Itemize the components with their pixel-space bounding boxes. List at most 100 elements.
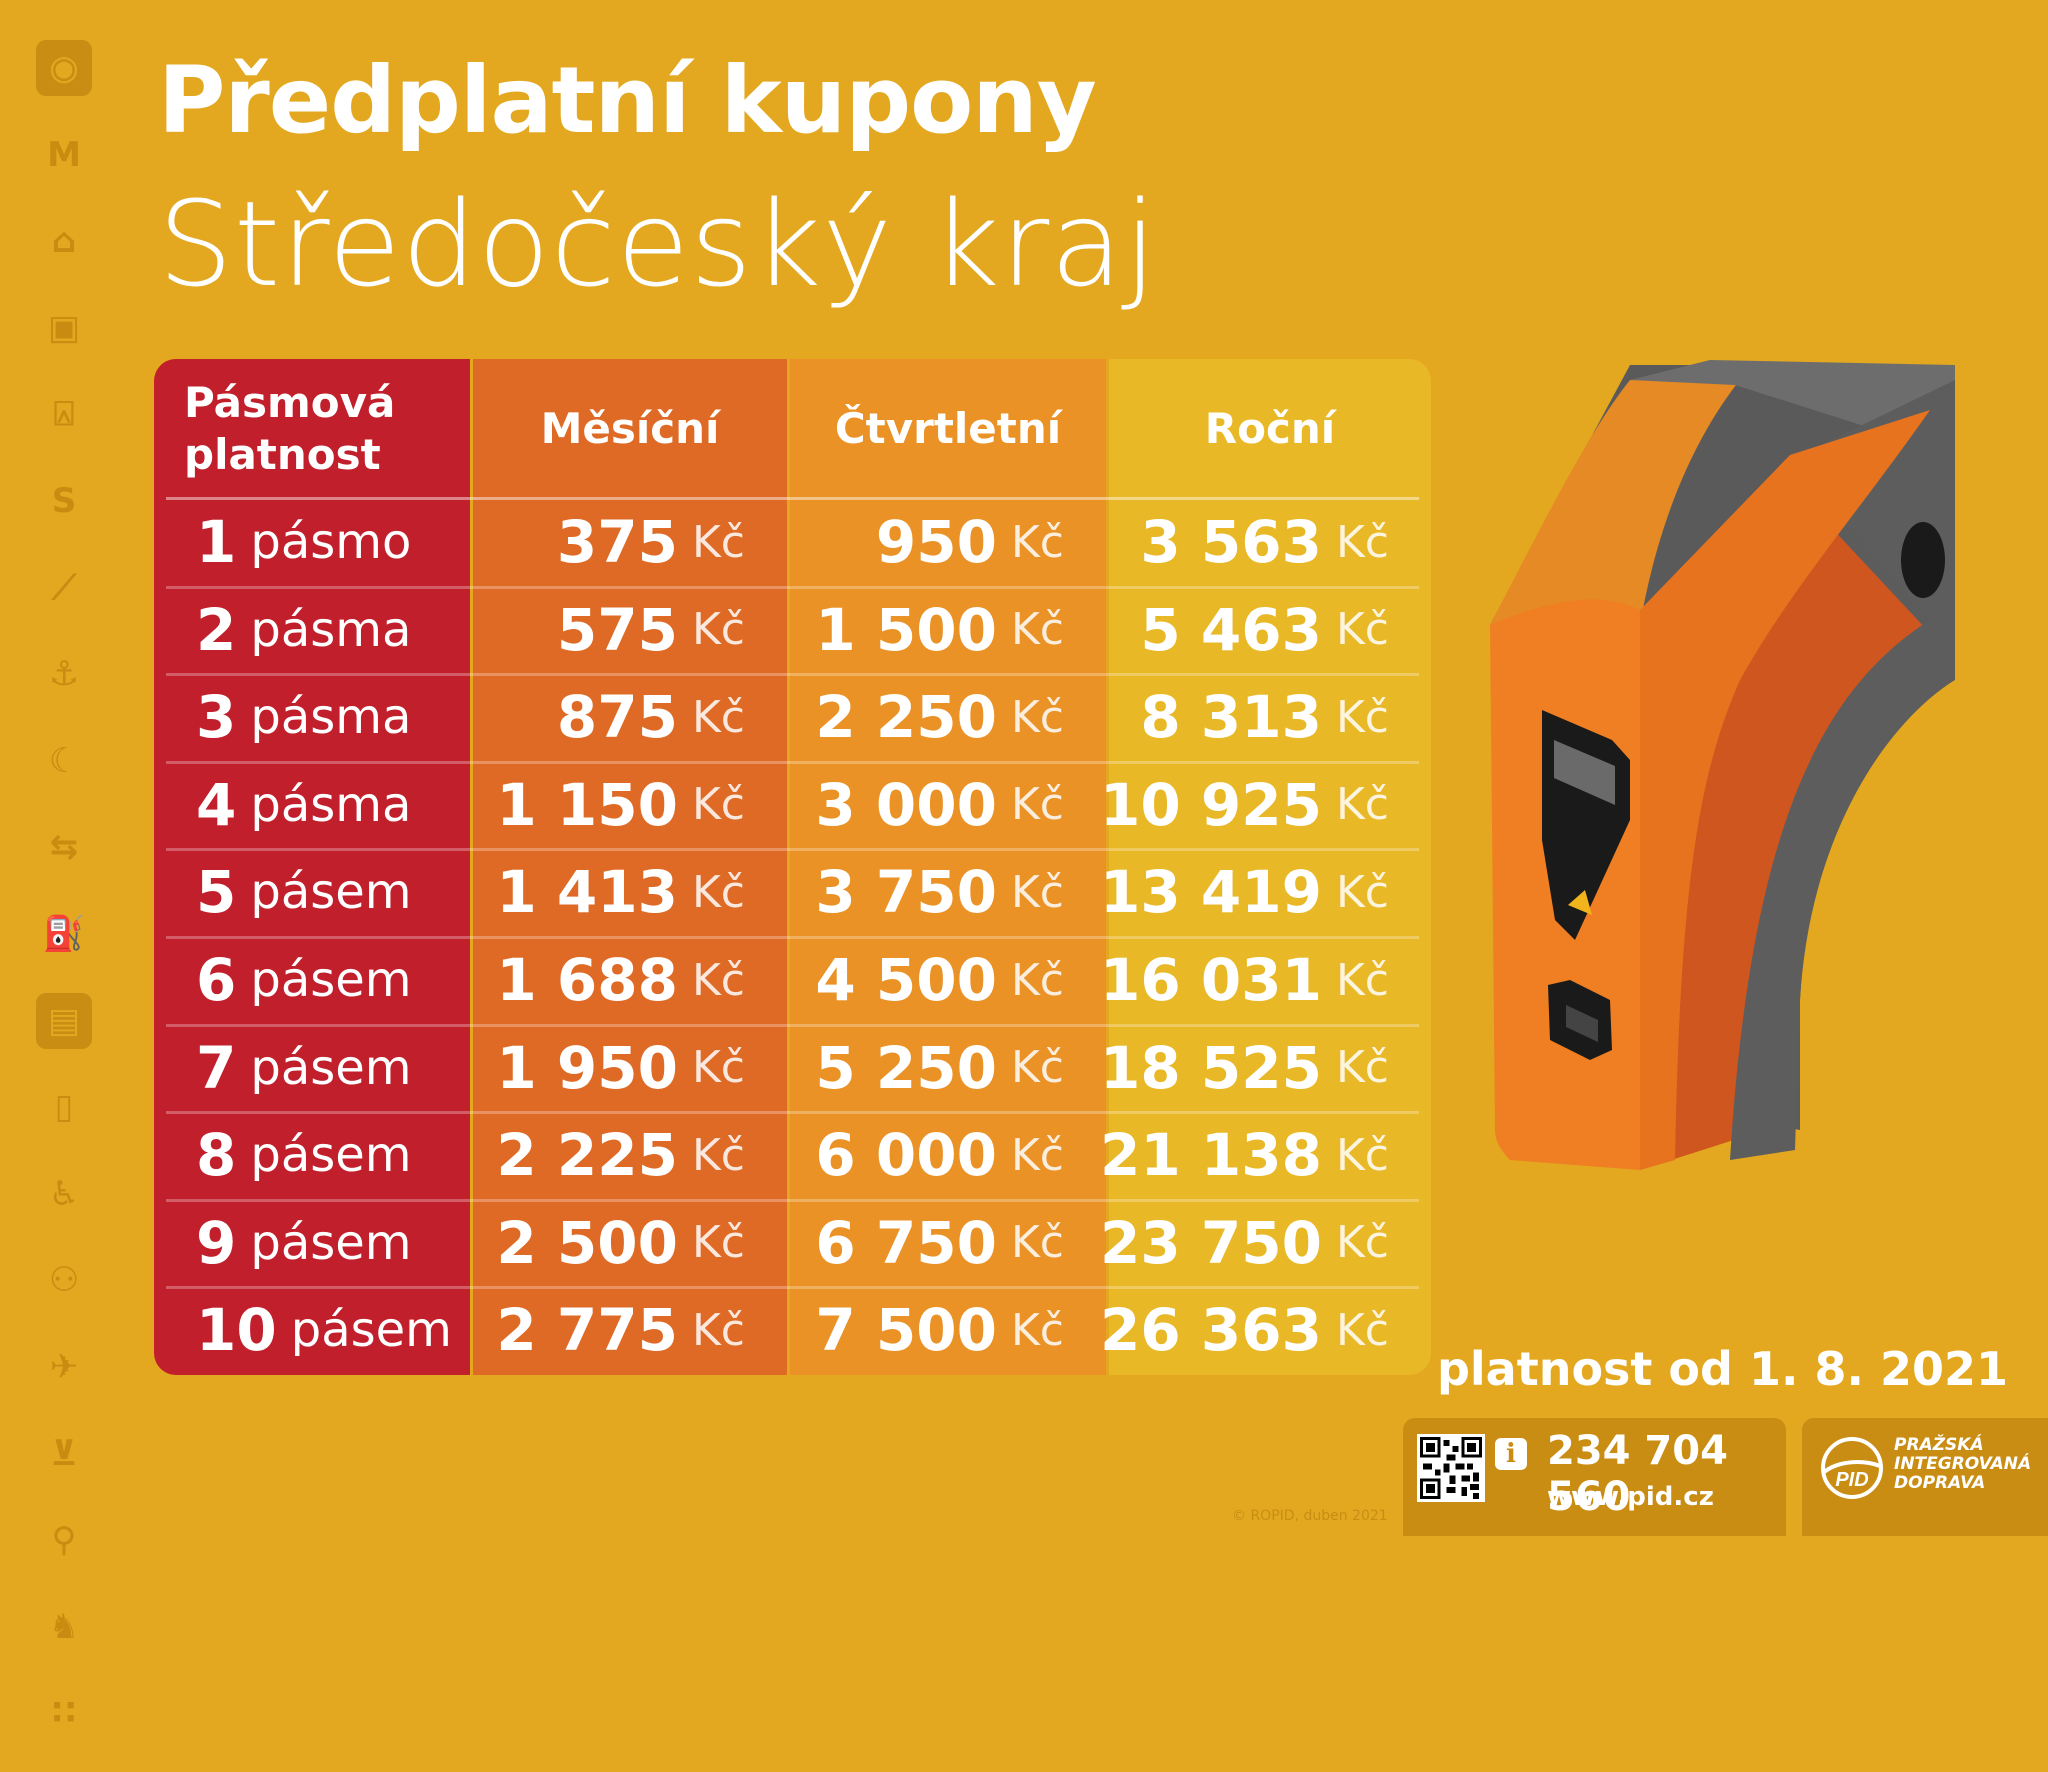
zone-cell: 10 pásem: [154, 1287, 470, 1373]
price-value: 10 925: [1099, 770, 1322, 839]
website-link[interactable]: www.pid.cz: [1547, 1482, 1714, 1512]
currency-label: Kč: [691, 779, 745, 831]
quarterly-price-cell: 3 750 Kč: [790, 849, 1106, 935]
contact-box: i 234 704 560 www.pid.cz: [1403, 1418, 1786, 1536]
night-icon: ☾: [48, 740, 80, 781]
price-value: 7 500: [815, 1296, 997, 1365]
price-value: 4 500: [815, 946, 997, 1014]
row-separator: [166, 1198, 1419, 1202]
zone-cell: 2 pásma: [154, 587, 470, 673]
currency-label: Kč: [1010, 1304, 1064, 1356]
currency-label: Kč: [1010, 1217, 1064, 1269]
transfer-icon: ⇆: [49, 827, 79, 868]
zone-cell: 5 pásem: [154, 849, 470, 935]
zone-cell: 8 pásem: [154, 1112, 470, 1198]
price-value: 1 688: [496, 946, 678, 1014]
monthly-price-cell: 2 775 Kč: [473, 1287, 787, 1373]
quarterly-price-cell: 2 250 Kč: [790, 674, 1106, 760]
zone-number: 1: [196, 508, 237, 576]
ferry-anchor-icon: ⚓: [48, 654, 80, 695]
train-s-icon: S: [51, 480, 77, 521]
zone-unit: pásmo: [250, 514, 412, 570]
price-value: 6 750: [815, 1208, 997, 1277]
row-separator: [166, 760, 1419, 764]
currency-label: Kč: [691, 1304, 745, 1356]
monthly-price-cell: 375 Kč: [473, 499, 787, 585]
svg-text:PID: PID: [1835, 1469, 1868, 1491]
price-value: 16 031: [1099, 946, 1322, 1014]
price-value: 2 250: [815, 683, 997, 752]
price-value: 3 563: [1140, 508, 1322, 576]
row-separator: [166, 585, 1419, 589]
yearly-price-cell: 13 419 Kč: [1100, 849, 1431, 935]
currency-label: Kč: [691, 954, 745, 1006]
yearly-price-cell: 18 525 Kč: [1100, 1025, 1431, 1111]
pid-logo-icon: PID: [1821, 1437, 1883, 1499]
currency-label: Kč: [1010, 866, 1064, 918]
price-value: 575: [556, 595, 678, 664]
phone-number[interactable]: 234 704 560: [1547, 1428, 1728, 1520]
currency-label: Kč: [1010, 779, 1064, 831]
currency-label: Kč: [691, 516, 745, 568]
currency-label: Kč: [1335, 1129, 1389, 1181]
copyright-note: © ROPID, duben 2021: [1232, 1508, 1388, 1524]
trolleybus-icon: ⍓: [53, 394, 75, 435]
price-value: 6 000: [815, 1121, 997, 1190]
price-value: 1 413: [496, 858, 678, 927]
price-value: 1 150: [496, 770, 678, 839]
currency-label: Kč: [1335, 604, 1389, 656]
monthly-price-cell: 575 Kč: [473, 587, 787, 673]
quarterly-price-cell: 6 750 Kč: [790, 1200, 1106, 1286]
quarterly-price-cell: 950 Kč: [790, 499, 1106, 585]
zone-unit: pásem: [250, 952, 412, 1008]
header-zone: Pásmová platnost: [184, 377, 396, 480]
wheelchair-icon: ♿: [48, 1173, 80, 1214]
tram-icon: ⌂: [51, 221, 77, 262]
row-separator: [166, 1286, 1419, 1290]
currency-label: Kč: [1010, 1129, 1064, 1181]
zone-unit: pásma: [250, 776, 412, 833]
yearly-column: [1109, 359, 1431, 1375]
price-value: 26 363: [1099, 1296, 1322, 1365]
monthly-price-cell: 875 Kč: [473, 674, 787, 760]
quarterly-price-cell: 6 000 Kč: [790, 1112, 1106, 1198]
price-value: 18 525: [1099, 1033, 1322, 1102]
zone-column: [154, 359, 470, 1375]
yearly-price-cell: 21 138 Kč: [1100, 1112, 1431, 1198]
zone-unit: pásem: [290, 1302, 452, 1359]
yearly-price-cell: 10 925 Kč: [1100, 762, 1431, 848]
price-value: 3 750: [815, 858, 997, 927]
price-value: 13 419: [1099, 858, 1322, 927]
page-subtitle: Středočeský kraj: [158, 175, 1158, 313]
quarterly-price-cell: 3 000 Kč: [790, 762, 1106, 848]
currency-label: Kč: [691, 691, 745, 743]
price-table: Pásmová platnost Měsíční Čtvrtletní Ročn…: [154, 359, 1431, 1375]
price-value: 375: [556, 508, 678, 576]
quarterly-price-cell: 4 500 Kč: [790, 937, 1106, 1023]
zone-number: 6: [196, 946, 237, 1014]
zone-number: 10: [196, 1296, 277, 1365]
yearly-price-cell: 8 313 Kč: [1109, 674, 1431, 760]
price-value: 8 313: [1140, 683, 1322, 752]
zone-unit: pásma: [250, 601, 412, 658]
currency-label: Kč: [1335, 866, 1389, 918]
bicycle-icon: ⚲: [51, 1520, 77, 1561]
zone-number: 3: [196, 683, 237, 752]
currency-label: Kč: [1335, 779, 1389, 831]
currency-label: Kč: [691, 1129, 745, 1181]
zone-cell: 3 pásma: [154, 674, 470, 760]
currency-label: Kč: [691, 1042, 745, 1094]
monthly-price-cell: 2 225 Kč: [473, 1112, 787, 1198]
row-separator: [166, 673, 1419, 677]
price-value: 950: [875, 508, 997, 576]
monthly-price-cell: 1 688 Kč: [473, 937, 787, 1023]
yearly-price-cell: 3 563 Kč: [1109, 499, 1431, 585]
zone-unit: pásma: [250, 689, 412, 746]
validator-machine-illustration: [1490, 360, 1955, 1170]
ticket-icon: ▤: [36, 992, 92, 1049]
price-value: 23 750: [1099, 1208, 1322, 1277]
price-value: 5 463: [1140, 595, 1322, 664]
qr-code-icon[interactable]: [1417, 1434, 1485, 1502]
zone-cell: 1 pásmo: [154, 499, 470, 585]
page-title: Předplatní kupony: [158, 47, 1097, 154]
